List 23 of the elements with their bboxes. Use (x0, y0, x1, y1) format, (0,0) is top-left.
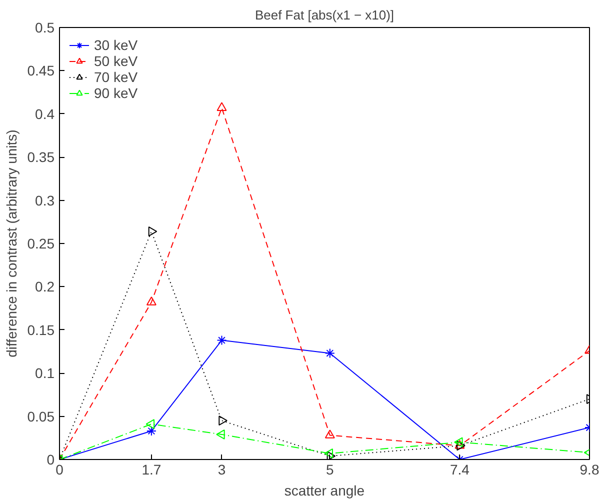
y-tick-label: 0.1 (35, 365, 55, 382)
y-tick-label: 0.35 (27, 149, 55, 166)
y-tick-label: 0 (46, 452, 55, 468)
legend-label: 70 keV (94, 69, 138, 85)
y-tick-label: 0.05 (27, 408, 55, 424)
y-tick-label: 0.2 (35, 278, 55, 295)
x-tick-label: 9.8 (580, 462, 600, 478)
y-tick-label: 0.15 (27, 322, 55, 338)
legend-label: 50 keV (94, 53, 138, 69)
y-tick-label: 0.45 (27, 62, 55, 79)
chart-title: Beef Fat [abs(x1 − x10)] (254, 8, 394, 22)
x-tick-label: 5 (326, 462, 334, 478)
legend-label: 90 keV (94, 85, 138, 101)
y-tick-label: 0.3 (35, 192, 55, 208)
x-tick-label: 3 (218, 462, 226, 478)
legend-label: 30 keV (94, 37, 138, 53)
x-axis-title: scatter angle (284, 482, 365, 498)
y-tick-label: 0.25 (27, 236, 55, 252)
x-tick-label: 7.4 (450, 462, 470, 478)
y-axis-title: difference in contrast (arbitrary units) (3, 130, 20, 358)
x-tick-label: 1.7 (142, 462, 162, 478)
y-tick-label: 0.5 (35, 20, 55, 36)
y-tick-label: 0.4 (35, 106, 55, 122)
